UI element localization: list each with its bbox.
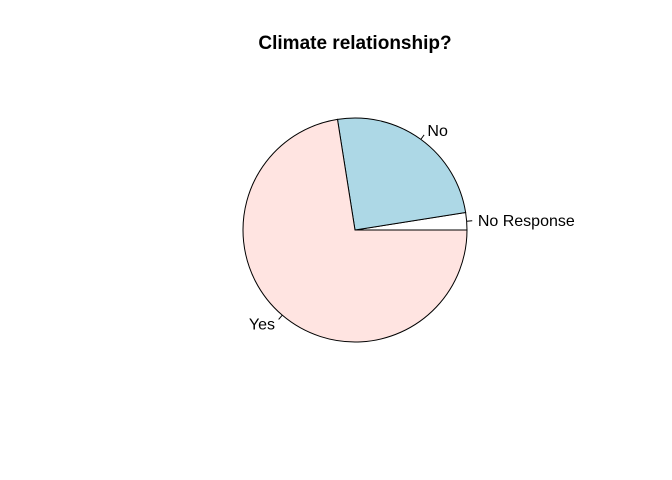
pie-leader-lines	[278, 134, 473, 320]
pie-label-no-response: No Response	[478, 213, 575, 230]
pie-labels: No Response No Yes	[249, 123, 575, 333]
pie-label-no: No	[427, 123, 448, 140]
pie-leader-no	[420, 134, 425, 140]
chart-title: Climate relationship?	[258, 33, 451, 54]
pie-slices	[242, 117, 468, 343]
pie-slice-no	[336, 117, 467, 231]
pie-label-yes: Yes	[249, 316, 275, 333]
pie-leader-yes	[278, 314, 283, 320]
